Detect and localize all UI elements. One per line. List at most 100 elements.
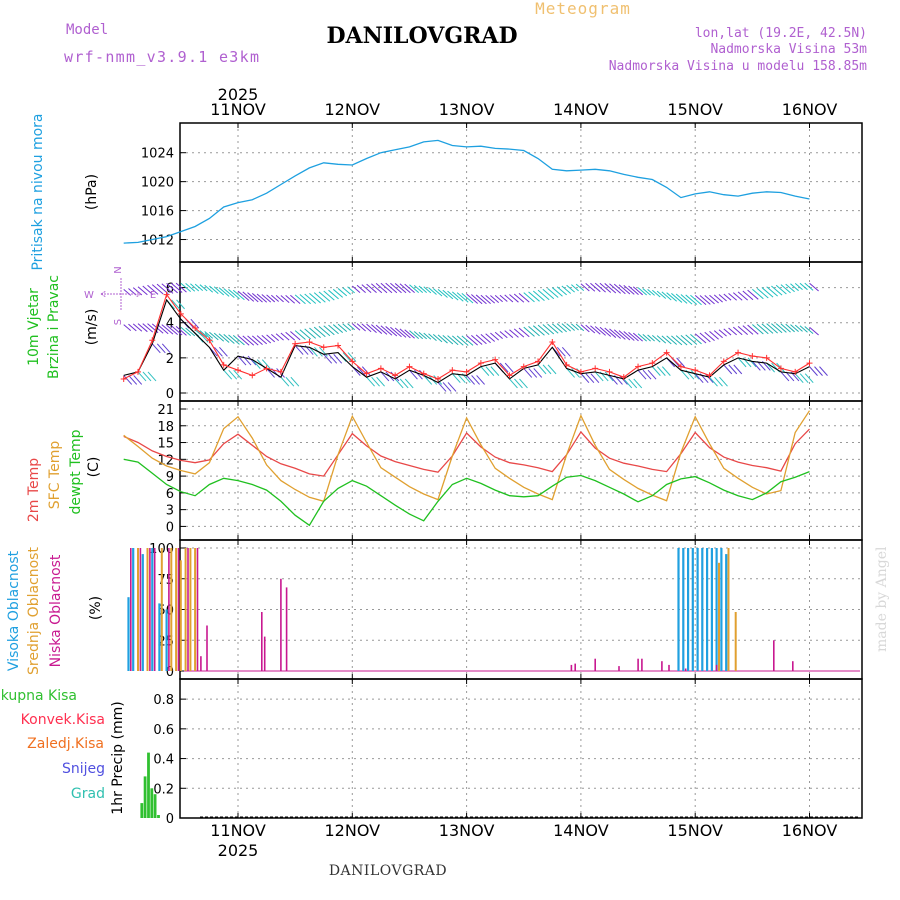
wind-arrow (766, 286, 778, 297)
wind-arrow (251, 335, 263, 345)
wind-arrow (294, 330, 306, 340)
model-elevation-label: Nadmorska Visina u modelu 158.85m (609, 59, 867, 74)
wind-arrow (332, 324, 344, 334)
wind-arrow (676, 357, 685, 368)
wind-arrow (566, 284, 575, 293)
wind-arrow (523, 292, 535, 303)
low-cloud-bar (594, 658, 596, 671)
wind-arrow (518, 292, 530, 303)
wind-arrow (594, 371, 604, 382)
wind-arrow (142, 323, 154, 333)
bottom-day-label: 11NOV (210, 821, 266, 840)
wind-arrow (766, 362, 776, 373)
wind-arrow (228, 334, 240, 345)
wind-arrow (709, 376, 718, 387)
wind-arrow (742, 325, 754, 335)
wind-arrow (504, 362, 514, 373)
y-tick-label: 21 (157, 403, 174, 418)
mid-cloud-bar (160, 548, 163, 671)
wind-arrow (147, 371, 157, 382)
wind-arrow (771, 285, 783, 296)
wind-arrow (299, 345, 309, 355)
wind-arrow (166, 283, 178, 294)
wind-arrow (790, 324, 799, 332)
wind-arrow (128, 375, 138, 385)
precip-legend-label: Zaledj.Kisa (27, 736, 104, 752)
gust-marker (549, 339, 556, 346)
bottom-day-labels: 11NOV 12NOV 13NOV 14NOV 15NOV 16NOV (210, 821, 837, 840)
y-tick-label: 0.6 (153, 723, 174, 738)
bottom-day-label: 14NOV (553, 821, 609, 840)
gust-marker (206, 337, 213, 344)
wind-arrow (585, 324, 596, 334)
wind-arrow (790, 283, 799, 292)
wind-arrow (485, 366, 495, 376)
temp-unit: (C) (86, 457, 102, 478)
wind-arrow (280, 332, 290, 341)
gust-marker (563, 361, 570, 368)
wind-arrow (494, 295, 503, 303)
high-cloud-bar (165, 609, 168, 671)
wind-arrow (161, 283, 174, 294)
wind-arrow (371, 376, 380, 387)
wind-arrow (290, 331, 301, 341)
wind-arrow (190, 318, 200, 329)
gust-marker (220, 361, 227, 368)
wind-arrow (456, 335, 469, 346)
bottom-day-label: 12NOV (325, 821, 381, 840)
high-cloud-bar (710, 548, 713, 671)
high-cloud-bar (715, 548, 718, 671)
gust-marker (649, 360, 656, 367)
wind-arrow (575, 323, 585, 332)
wind-arrow (342, 323, 352, 332)
wind-arrow (285, 376, 295, 387)
wind-arrow (128, 323, 137, 332)
mid-cloud-ylabel: Srednja Oblacnost (26, 547, 42, 675)
wind-arrow (328, 289, 339, 300)
wind-arrow (580, 283, 590, 292)
precip-bar (140, 803, 144, 818)
high-cloud-bar (127, 597, 130, 671)
wind-arrow (142, 285, 154, 295)
wind-arrow (309, 327, 321, 338)
wind-arrow (423, 286, 432, 294)
wind-arrow (151, 343, 161, 354)
wind-arrow (251, 359, 261, 369)
wind-arrow (571, 284, 579, 292)
wind-arrow (390, 326, 402, 338)
gust-marker (235, 367, 241, 374)
mid-cloud-bar (734, 612, 737, 671)
low-cloud-bar (618, 666, 620, 671)
wind-arrow (504, 330, 514, 339)
compass-w: W (84, 290, 94, 301)
top-day-label: 13NOV (439, 100, 495, 119)
wind-arrow (637, 333, 647, 342)
wind-arrow (728, 292, 737, 301)
wind-arrow (704, 295, 715, 305)
wind-arrow (551, 287, 563, 297)
wind-arrow (299, 294, 312, 305)
wind-arrow (709, 294, 719, 304)
wind-arrow (442, 289, 454, 300)
wind-arrow (751, 361, 761, 371)
gust-marker (792, 368, 799, 375)
wind-arrow (237, 335, 250, 346)
low-cloud-bar (715, 664, 718, 671)
gust-marker (477, 360, 484, 367)
wind-arrow (732, 292, 743, 301)
wind-arrow (180, 326, 192, 337)
low-cloud-bar (206, 625, 208, 671)
wind-arrow (447, 290, 459, 301)
wind-arrow (785, 371, 795, 382)
wind-arrow (313, 292, 326, 303)
wind-arrow (652, 289, 661, 298)
wind-arrow (666, 335, 677, 345)
low-cloud-bar (200, 656, 202, 671)
wind-arrow (680, 334, 693, 346)
gust-marker (435, 375, 442, 382)
wind-arrow (176, 299, 185, 310)
wind-arrow (347, 286, 355, 294)
wind-arrow (618, 330, 631, 341)
gust-marker (749, 353, 756, 360)
wind-arrow (242, 291, 255, 302)
